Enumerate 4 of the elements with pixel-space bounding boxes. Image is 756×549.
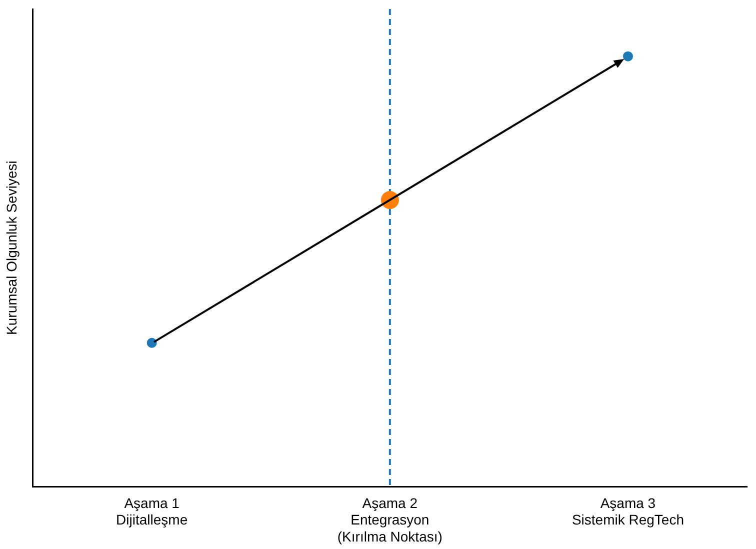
x-tick-label: Aşama 2 Entegrasyon (Kırılma Noktası) (337, 494, 442, 544)
x-tick-label: Aşama 1 Dijitalleşme (116, 494, 188, 528)
x-tick-label: Aşama 3 Sistemik RegTech (572, 494, 684, 528)
y-axis-title: Kurumsal Olgunluk Seviyesi (3, 160, 20, 335)
